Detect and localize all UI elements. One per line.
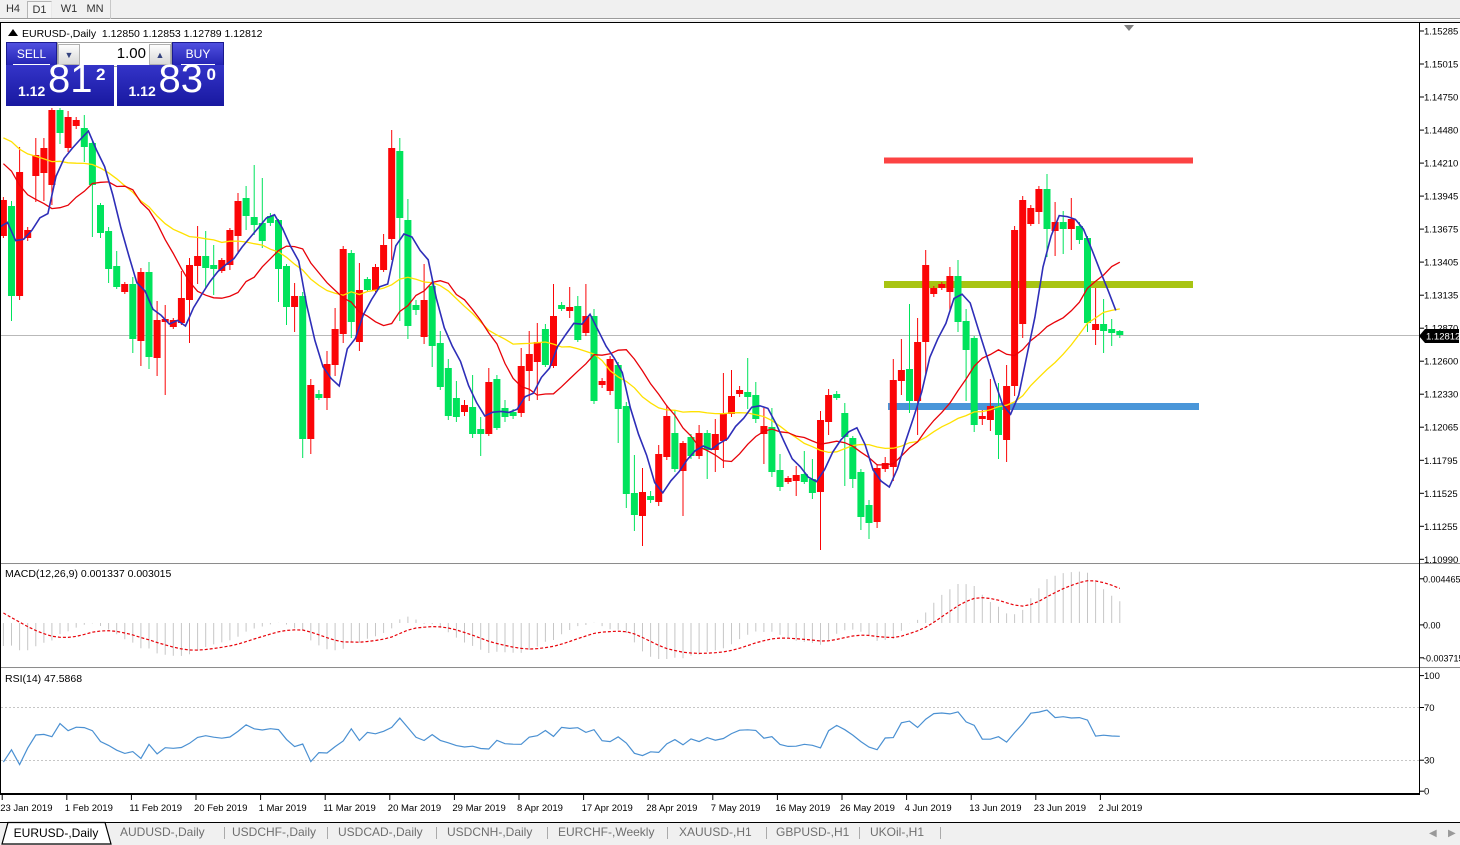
svg-text:0.004465: 0.004465 <box>1423 574 1460 584</box>
svg-text:30: 30 <box>1424 756 1435 767</box>
svg-text:1.14210: 1.14210 <box>1424 159 1458 170</box>
svg-text:23 Jan 2019: 23 Jan 2019 <box>0 803 52 814</box>
svg-text:100: 100 <box>1424 671 1440 682</box>
svg-text:EURUSD-,Daily 1.12850 1.12853: EURUSD-,Daily 1.12850 1.12853 1.12789 1.… <box>22 28 263 40</box>
svg-text:1.13945: 1.13945 <box>1424 192 1458 203</box>
svg-text:16 May 2019: 16 May 2019 <box>775 803 830 814</box>
svg-text:1.13675: 1.13675 <box>1424 225 1458 236</box>
svg-text:1.12812: 1.12812 <box>1426 332 1460 343</box>
svg-text:8 Apr 2019: 8 Apr 2019 <box>517 803 563 814</box>
svg-text:23 Jun 2019: 23 Jun 2019 <box>1034 803 1086 814</box>
svg-text:1.13135: 1.13135 <box>1424 291 1458 302</box>
svg-text:13 Jun 2019: 13 Jun 2019 <box>969 803 1021 814</box>
svg-text:RSI(14) 47.5868: RSI(14) 47.5868 <box>5 673 82 685</box>
svg-text:1 Feb 2019: 1 Feb 2019 <box>65 803 113 814</box>
svg-text:28 Apr 2019: 28 Apr 2019 <box>646 803 697 814</box>
svg-text:1.11795: 1.11795 <box>1424 456 1458 467</box>
svg-text:1.14480: 1.14480 <box>1424 126 1458 137</box>
svg-text:-0.003715: -0.003715 <box>1423 653 1460 663</box>
svg-text:26 May 2019: 26 May 2019 <box>840 803 895 814</box>
svg-text:1.10990: 1.10990 <box>1424 555 1458 566</box>
svg-text:1.12600: 1.12600 <box>1424 357 1458 368</box>
svg-text:1.12330: 1.12330 <box>1424 390 1458 401</box>
svg-text:11 Mar 2019: 11 Mar 2019 <box>323 803 376 814</box>
svg-text:1.15015: 1.15015 <box>1424 60 1458 71</box>
svg-text:17 Apr 2019: 17 Apr 2019 <box>582 803 633 814</box>
svg-text:70: 70 <box>1424 703 1435 714</box>
svg-text:1 Mar 2019: 1 Mar 2019 <box>259 803 307 814</box>
svg-text:1.13405: 1.13405 <box>1424 258 1458 269</box>
svg-text:4 Jun 2019: 4 Jun 2019 <box>905 803 952 814</box>
svg-text:11 Feb 2019: 11 Feb 2019 <box>129 803 182 814</box>
svg-text:20 Feb 2019: 20 Feb 2019 <box>194 803 247 814</box>
svg-text:MACD(12,26,9) 0.001337 0.00301: MACD(12,26,9) 0.001337 0.003015 <box>5 568 172 580</box>
svg-text:1.11525: 1.11525 <box>1424 489 1458 500</box>
svg-text:20 Mar 2019: 20 Mar 2019 <box>388 803 441 814</box>
svg-text:1.14750: 1.14750 <box>1424 93 1458 104</box>
svg-text:EURUSD-,Daily: EURUSD-,Daily <box>14 826 99 840</box>
svg-text:0: 0 <box>1424 787 1429 798</box>
svg-text:2 Jul 2019: 2 Jul 2019 <box>1098 803 1142 814</box>
svg-text:29 Mar 2019: 29 Mar 2019 <box>452 803 505 814</box>
svg-text:1.12065: 1.12065 <box>1424 423 1458 434</box>
svg-text:7 May 2019: 7 May 2019 <box>711 803 761 814</box>
svg-text:1.11255: 1.11255 <box>1424 522 1458 533</box>
svg-text:0.00: 0.00 <box>1423 620 1441 630</box>
svg-text:1.15285: 1.15285 <box>1424 27 1458 38</box>
